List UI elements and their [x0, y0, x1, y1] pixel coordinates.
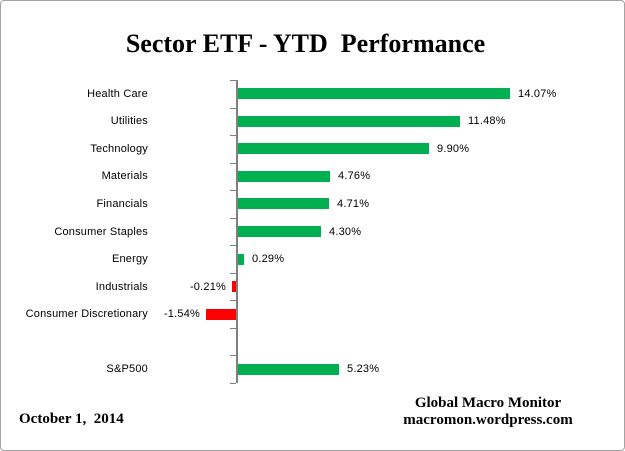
value-label-utilities: 11.48% — [468, 115, 506, 127]
bar-consumer-staples — [238, 226, 321, 237]
brand-block: Global Macro Monitor macromon.wordpress.… — [348, 395, 624, 429]
bar-financials — [238, 198, 329, 209]
bar-energy — [238, 254, 244, 265]
category-label-consumer-discretionary: Consumer Discretionary — [25, 308, 148, 320]
bar-utilities — [238, 116, 460, 127]
category-label-consumer-staples: Consumer Staples — [54, 226, 148, 238]
brand-name: Global Macro Monitor — [414, 395, 562, 411]
value-label-industrials: -0.21% — [189, 281, 226, 293]
value-label-financials: 4.71% — [337, 198, 370, 210]
bar-consumer-discretionary — [206, 309, 236, 320]
bar-industrials — [232, 281, 236, 292]
category-label-utilities: Utilities — [110, 115, 148, 127]
axis-tick — [230, 383, 236, 384]
axis-tick — [230, 273, 236, 274]
axis-tick — [230, 135, 236, 136]
category-label-s-p500: S&P500 — [106, 363, 148, 375]
value-label-energy: 0.29% — [252, 253, 285, 265]
date-label: October 1, 2014 — [19, 411, 124, 427]
value-label-health-care: 14.07% — [518, 88, 557, 100]
axis-tick — [230, 300, 236, 301]
category-label-health-care: Health Care — [87, 88, 148, 100]
value-label-materials: 4.76% — [338, 170, 371, 182]
category-label-energy: Energy — [111, 253, 148, 265]
axis-tick — [230, 190, 236, 191]
chart-title: Sector ETF - YTD Performance — [125, 29, 486, 58]
axis-tick — [230, 245, 236, 246]
axis-tick — [230, 163, 236, 164]
value-label-s-p500: 5.23% — [347, 363, 380, 375]
axis-tick — [230, 218, 236, 219]
category-label-technology: Technology — [90, 143, 148, 155]
bar-technology — [238, 143, 429, 154]
value-label-technology: 9.90% — [437, 143, 470, 155]
category-label-materials: Materials — [101, 170, 148, 182]
axis-tick — [230, 108, 236, 109]
bar-s-p500 — [238, 364, 339, 375]
category-label-financials: Financials — [96, 198, 148, 210]
brand-url: macromon.wordpress.com — [403, 412, 573, 428]
axis-tick — [230, 328, 236, 329]
category-label-industrials: Industrials — [95, 281, 148, 293]
value-label-consumer-staples: 4.30% — [329, 226, 362, 238]
axis-tick — [230, 355, 236, 356]
bar-health-care — [238, 88, 510, 99]
axis-tick — [230, 80, 236, 81]
y-axis-line — [236, 80, 238, 383]
value-label-consumer-discretionary: -1.54% — [163, 308, 200, 320]
bar-materials — [238, 171, 330, 182]
